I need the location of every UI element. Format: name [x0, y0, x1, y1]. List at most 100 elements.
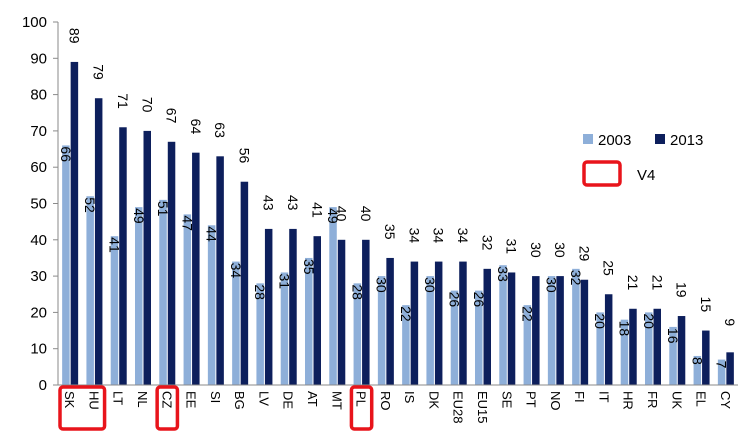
- data-label-2003-cy: 7: [714, 361, 730, 369]
- bar-2013-at: [313, 236, 321, 385]
- x-tick-label-pl: PL: [354, 391, 369, 407]
- x-tick-label-lt: LT: [111, 391, 126, 405]
- x-tick-label-ro: RO: [378, 391, 393, 411]
- bar-2013-si: [216, 156, 224, 385]
- bar-2013-de: [289, 228, 297, 385]
- data-label-2003-it: 20: [592, 313, 608, 329]
- data-label-2013-pl: 40: [358, 206, 374, 222]
- data-label-2003-dk: 30: [422, 277, 438, 293]
- data-label-2013-uk: 19: [674, 282, 690, 298]
- x-tick-label-it: IT: [596, 391, 611, 403]
- bar-2013-is: [410, 261, 419, 385]
- legend-label-2013: 2013: [670, 132, 703, 149]
- data-label-2003-si: 44: [204, 226, 220, 242]
- x-tick-label-se: SE: [499, 391, 514, 409]
- bar-2003-cz: [159, 199, 167, 385]
- bar-2013-cy: [726, 352, 734, 385]
- x-tick-label-mt: MT: [329, 391, 344, 410]
- x-tick-label-eu28: EU28: [451, 391, 466, 424]
- bar-2013-ee: [192, 152, 200, 385]
- x-tick-label-dk: DK: [426, 391, 441, 409]
- x-tick-label-is: IS: [402, 391, 417, 404]
- bar-2013-dk: [434, 261, 443, 385]
- bar-2013-it: [604, 294, 613, 385]
- bar-2003-dk: [426, 276, 434, 385]
- bar-2003-eu15: [475, 290, 483, 385]
- legend-swatch-2013: [655, 134, 665, 144]
- x-tick-label-pt: PT: [524, 391, 539, 408]
- bar-2013-lv: [264, 228, 273, 385]
- bar-2013-sk: [70, 61, 79, 386]
- bar-2013-uk: [677, 316, 686, 385]
- x-tick-label-de: DE: [281, 391, 296, 409]
- x-tick-label-cz: CZ: [159, 391, 174, 408]
- data-label-2013-fr: 21: [649, 275, 665, 291]
- legend: 2003 2013 V4: [582, 132, 703, 187]
- data-label-2013-nl: 70: [139, 97, 155, 113]
- bar-2003-se: [499, 265, 507, 385]
- data-label-2003-at: 35: [301, 259, 317, 275]
- bar-2013-lt: [119, 127, 127, 386]
- legend-highlight-box: [582, 160, 622, 187]
- data-label-2013-si: 63: [212, 122, 228, 138]
- bar-2003-lt: [110, 236, 119, 385]
- bar-2003-de: [280, 272, 289, 385]
- x-tick-label-si: SI: [208, 391, 223, 403]
- bar-2003-ee: [183, 214, 192, 385]
- x-tick-label-hu: HU: [86, 391, 101, 410]
- data-labels: 6689527941714970516747644463345628433143…: [58, 28, 738, 369]
- bar-2013-pt: [532, 276, 540, 385]
- bar-2013-se: [507, 272, 516, 385]
- v4-highlight-box: [349, 385, 374, 431]
- bar-2003-el: [693, 355, 702, 385]
- bar-2013-ro: [386, 257, 394, 385]
- bar-2013-bg: [240, 181, 249, 385]
- data-label-2013-hr: 21: [625, 275, 641, 291]
- data-label-2003-bg: 34: [228, 263, 244, 279]
- data-label-2003-pt: 22: [519, 306, 535, 322]
- data-label-2003-fr: 20: [641, 313, 657, 329]
- bars: [62, 61, 734, 386]
- x-tick-label-uk: UK: [669, 391, 684, 409]
- data-label-2013-hu: 79: [91, 64, 107, 80]
- y-tick-label: 40: [30, 232, 47, 249]
- data-label-2003-de: 31: [276, 273, 292, 289]
- data-label-2013-ro: 35: [382, 224, 398, 240]
- bar-2013-cz: [167, 141, 176, 385]
- data-label-2003-hr: 18: [616, 321, 632, 337]
- bar-2013-pl: [362, 239, 370, 385]
- bar-2013-fi: [580, 279, 589, 385]
- bar-2003-no: [547, 276, 556, 385]
- y-tick-label: 20: [30, 304, 47, 321]
- bar-2003-cy: [717, 359, 726, 385]
- data-label-2013-no: 30: [552, 242, 568, 258]
- bar-2003-it: [596, 312, 604, 385]
- y-tick-label: 90: [30, 50, 47, 67]
- bar-2013-eu28: [459, 261, 467, 385]
- data-label-2013-is: 34: [406, 228, 422, 244]
- x-tick-label-nl: NL: [135, 391, 150, 408]
- x-axis: SK HU LT NL CZ EE SI BG LV DE AT MT PL RO IS DK EU28 EU15…: [58, 384, 738, 424]
- legend-label-v4: V4: [637, 167, 655, 184]
- data-label-2013-eu28: 34: [455, 228, 471, 244]
- data-label-2013-lv: 43: [261, 195, 277, 211]
- bar-2013-el: [702, 330, 710, 385]
- data-label-2013-it: 25: [601, 260, 617, 276]
- bar-2003-uk: [669, 326, 677, 385]
- legend-swatch-2003: [583, 134, 593, 144]
- bar-2013-no: [556, 276, 564, 385]
- y-axis: 0 10 20 30 40 50 60 70 80 90 100: [22, 14, 59, 394]
- bar-2003-pl: [353, 283, 362, 385]
- bar-2013-fr: [653, 308, 661, 385]
- data-label-2003-mt: 49: [325, 208, 341, 224]
- bar-2013-eu15: [483, 268, 491, 385]
- bar-2003-lv: [256, 283, 264, 385]
- bar-2003-hr: [620, 319, 629, 385]
- x-tick-label-cy: CY: [718, 391, 733, 409]
- bar-2003-mt: [329, 207, 337, 385]
- data-label-2013-fi: 29: [576, 246, 592, 262]
- bar-2013-mt: [337, 239, 346, 385]
- data-label-2003-sk: 66: [58, 146, 74, 162]
- data-label-2013-cy: 9: [722, 318, 738, 326]
- v4-highlight-box: [58, 385, 107, 431]
